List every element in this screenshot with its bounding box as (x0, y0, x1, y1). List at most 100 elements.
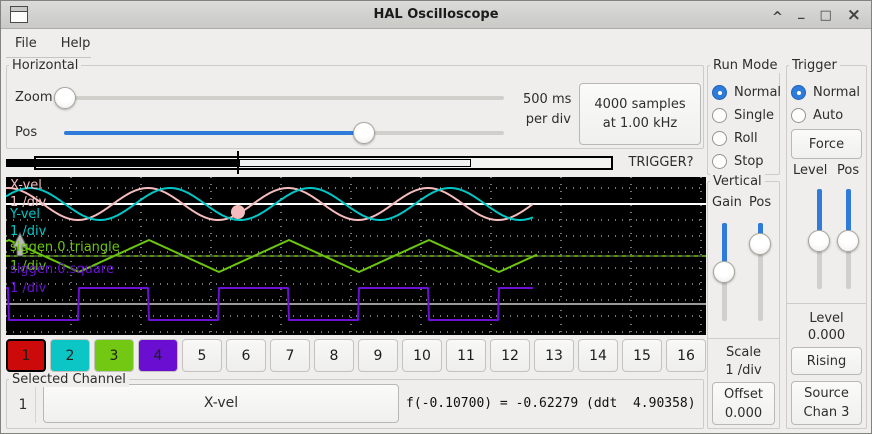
maximize-button[interactable]: □ (819, 7, 832, 23)
waveform-plot (5, 177, 706, 335)
minimize-button[interactable]: _ (797, 4, 805, 20)
run-mode-option-stop[interactable]: Stop (712, 150, 781, 173)
zoom-slider-track[interactable] (56, 96, 504, 100)
menu-file[interactable]: File (15, 36, 37, 51)
channel-button-5[interactable]: 5 (182, 339, 222, 372)
selected-channel-separator (35, 386, 36, 423)
channel-button-11[interactable]: 11 (446, 339, 486, 372)
run-mode-option-normal[interactable]: Normal (712, 81, 781, 104)
vertical-pos-slider-fill (758, 223, 763, 235)
trace-X-vel (5, 187, 534, 221)
channel-button-10[interactable]: 10 (402, 339, 442, 372)
channel-button-3[interactable]: 3 (94, 339, 134, 372)
trigger-source-line1: Source (804, 386, 849, 401)
radio-unselected-icon (712, 108, 727, 123)
trigger-level-value: 0.000 (807, 328, 846, 343)
vertical-pos-slider-label: Pos (749, 195, 772, 210)
trigger-point-dot[interactable] (231, 205, 245, 219)
pos-slider-fill (64, 131, 356, 135)
trigger-level-value-label: Level (809, 311, 844, 326)
pos-slider-handle[interactable] (353, 122, 375, 144)
rate-per-div-line1: 500 ms (523, 92, 572, 107)
channel-button-9[interactable]: 9 (358, 339, 398, 372)
samples-line2: at 1.00 kHz (602, 116, 678, 131)
trigger-status-label: TRIGGER? (628, 155, 694, 170)
offset-button-line2: 0.000 (724, 405, 763, 421)
trigger-level-slider-label: Level (793, 163, 828, 178)
trace-name-label-Y-vel: Y-vel (10, 207, 41, 222)
channel-button-6[interactable]: 6 (226, 339, 266, 372)
run-mode-option-label: Single (734, 108, 774, 123)
offset-button-line1: Offset (723, 386, 764, 402)
trace-scale-label-X-vel: 1 /div (10, 195, 47, 210)
samples-line1: 4000 samples (594, 97, 686, 112)
selected-channel-group-label: Selected Channel (9, 372, 129, 387)
zoom-slider-handle[interactable] (54, 87, 76, 109)
scale-value: 1 /div (725, 363, 762, 378)
shade-button[interactable]: ^ (772, 9, 783, 25)
scale-label: Scale (726, 345, 761, 360)
rate-per-div-line2: per div (525, 112, 571, 127)
run-mode-option-single[interactable]: Single (712, 104, 781, 127)
mouse-cursor-arrow-icon (12, 231, 28, 257)
trigger-level-divider (787, 303, 866, 304)
trace-scale-label-Y-vel: 1 /div (10, 224, 47, 239)
scope-display[interactable]: X-vel 1 /div Y-vel 1 /div siggen.0.triangle 1… (5, 177, 706, 335)
close-button[interactable]: × (846, 4, 861, 25)
trace-name-label-siggen.0.triangle: siggen.0.triangle (10, 240, 120, 255)
radio-unselected-icon (712, 131, 727, 146)
channel-button-1[interactable]: 1 (6, 339, 46, 372)
vertical-pos-slider-track[interactable] (758, 223, 763, 321)
pos-slider-label: Pos (15, 125, 38, 140)
trigger-mode-option-label: Normal (813, 85, 861, 100)
selected-channel-name-button[interactable]: X-vel (43, 384, 399, 423)
selected-channel-number: 1 (18, 397, 28, 413)
gain-slider-label: Gain (712, 195, 742, 210)
window-title: HAL Oscilloscope (373, 7, 499, 22)
trace-siggen.0.triangle (5, 239, 538, 273)
radio-selected-icon (712, 85, 727, 100)
radio-unselected-icon (791, 108, 806, 123)
gain-slider-fill (722, 223, 727, 262)
channel-button-2[interactable]: 2 (50, 339, 90, 372)
radio-selected-icon (791, 85, 806, 100)
trace-scale-label-siggen.0.triangle: 1 /div (10, 259, 47, 274)
trace-scale-label-siggen.0.square: 1 /div (10, 281, 47, 296)
trigger-mode-option-auto[interactable]: Auto (791, 104, 860, 127)
menubar: File Help (1, 29, 871, 58)
channel-button-13[interactable]: 13 (534, 339, 574, 372)
trigger-source-button[interactable]: Source Chan 3 (791, 381, 862, 425)
menubar-underline (6, 57, 91, 58)
vertical-pos-slider-handle[interactable] (749, 233, 771, 255)
channel-value-readout: f(-0.10700) = -0.62279 (ddt 4.90358) (406, 396, 696, 411)
channel-button-14[interactable]: 14 (578, 339, 618, 372)
horizontal-group (6, 65, 704, 149)
channel-button-12[interactable]: 12 (490, 339, 530, 372)
offset-button[interactable]: Offset 0.000 (712, 382, 775, 425)
vertical-group-label: Vertical (710, 174, 765, 189)
trace-siggen.0.square (6, 287, 533, 321)
trigger-edge-button[interactable]: Rising (791, 347, 862, 375)
trace-name-label-X-vel: X-vel (10, 178, 42, 193)
trigger-level-slider-fill (817, 189, 822, 231)
channel-button-4[interactable]: 4 (138, 339, 178, 372)
vertical-scale-divider (708, 338, 779, 339)
trigger-pos-slider-handle[interactable] (837, 230, 859, 252)
channel-button-16[interactable]: 16 (666, 339, 706, 372)
samples-rate-button[interactable]: 4000 samples at 1.00 kHz (579, 83, 701, 145)
trigger-mode-option-normal[interactable]: Normal (791, 81, 860, 104)
trigger-level-slider-handle[interactable] (808, 230, 830, 252)
channel-button-15[interactable]: 15 (622, 339, 662, 372)
gain-slider-handle[interactable] (713, 261, 735, 283)
channel-button-7[interactable]: 7 (270, 339, 310, 372)
menu-help[interactable]: Help (60, 36, 91, 51)
run-mode-option-label: Stop (734, 154, 764, 169)
trigger-group-label: Trigger (789, 58, 840, 73)
channel-button-8[interactable]: 8 (314, 339, 354, 372)
record-displayed-outline (239, 159, 471, 167)
trigger-source-line2: Chan 3 (803, 405, 850, 420)
selected-channel-group (6, 379, 704, 429)
run-mode-options: Normal Single Roll Stop (712, 81, 781, 173)
force-trigger-button[interactable]: Force (791, 129, 862, 159)
run-mode-option-roll[interactable]: Roll (712, 127, 781, 150)
